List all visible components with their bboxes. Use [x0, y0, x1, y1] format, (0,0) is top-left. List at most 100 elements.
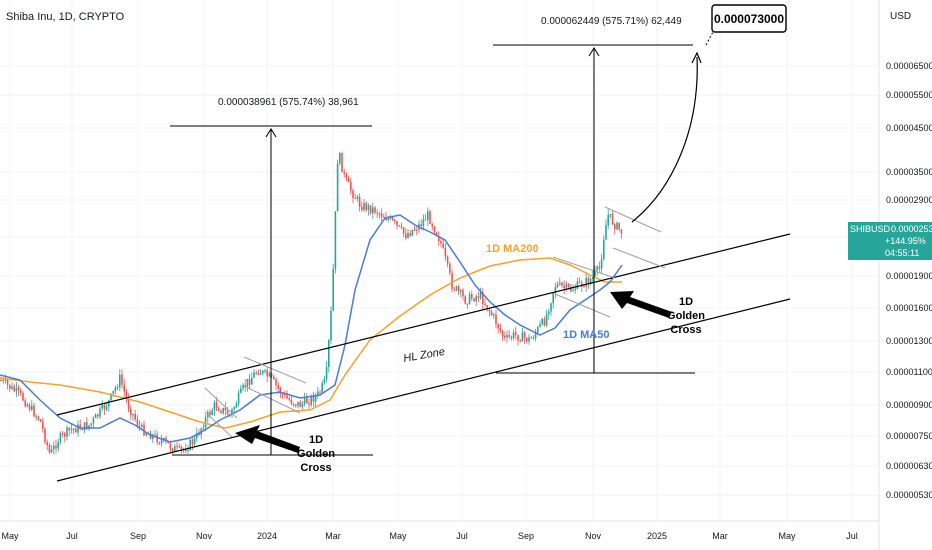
- measure-tools[interactable]: [170, 44, 695, 456]
- candle-body: [253, 372, 255, 378]
- candle-body: [119, 374, 121, 388]
- candle-body: [581, 282, 583, 287]
- candle-body: [510, 336, 513, 339]
- candle-body: [460, 290, 462, 292]
- candle-body: [372, 207, 374, 214]
- golden-cross-2-line-2: Golden: [667, 310, 705, 322]
- candle-body: [517, 334, 519, 341]
- candle-body: [486, 305, 488, 310]
- candle-body: [378, 213, 381, 215]
- candle-body: [411, 229, 414, 236]
- price-tick-label: 0.0000130000: [886, 336, 932, 346]
- candle-body: [35, 416, 37, 418]
- flag-3-bottom: [554, 293, 611, 318]
- candle-body: [167, 441, 169, 444]
- candle-body: [178, 446, 180, 448]
- time-axis[interactable]: May Jul Sep Nov 2024 Mar May Jul Sep Nov 2025 Mar Ma…: [1, 531, 857, 541]
- candle-body: [548, 311, 550, 315]
- candle-body: [134, 413, 136, 420]
- candle-body: [424, 219, 427, 221]
- candle-body: [545, 314, 548, 326]
- candle-body: [202, 427, 205, 429]
- measure-2-arrow-head: [588, 47, 600, 57]
- candle-body: [189, 439, 191, 451]
- candle-body: [231, 409, 233, 415]
- price-axis[interactable]: 0.0000650000 0.0000550000 0.0000450000 0.00…: [886, 61, 932, 500]
- price-tick-label: 0.0000290000: [886, 195, 932, 205]
- ma200-line: [0, 257, 622, 429]
- candle-body: [323, 378, 326, 384]
- golden-cross-1-arrow: [235, 425, 300, 453]
- candle-body: [6, 379, 9, 385]
- candle-body: [427, 211, 429, 221]
- channel-upper-line[interactable]: [56, 233, 791, 416]
- candle-body: [341, 152, 343, 173]
- candle-body: [429, 211, 431, 225]
- candle-body: [620, 229, 623, 234]
- time-tick-label: 2024: [257, 531, 277, 541]
- candle-body: [248, 378, 251, 385]
- candle-body: [350, 181, 352, 191]
- currency-label[interactable]: USD: [890, 11, 911, 22]
- candle-body: [176, 446, 178, 448]
- candle-body: [464, 296, 466, 304]
- candle-body: [554, 286, 557, 294]
- candle-body: [187, 450, 189, 452]
- candle-body: [453, 289, 455, 291]
- candle-body: [46, 442, 48, 446]
- price-tick-label: 0.0000063000: [886, 461, 932, 471]
- candle-body: [299, 401, 301, 408]
- candle-body: [336, 163, 339, 212]
- candle-body: [154, 434, 156, 436]
- candle-body: [279, 388, 282, 394]
- candle-body: [17, 387, 20, 391]
- candle-body: [308, 403, 310, 405]
- candle-body: [339, 152, 341, 164]
- candle-body: [141, 424, 143, 427]
- candle-body: [358, 196, 361, 207]
- candle-body: [116, 387, 119, 389]
- candle-body: [354, 197, 356, 199]
- flag-2-bottom: [243, 385, 301, 414]
- measure-2-label: 0.000062449 (575.71%) 62,449: [541, 16, 682, 27]
- candle-body: [264, 370, 266, 372]
- hl-zone-label: HL Zone: [402, 346, 445, 365]
- candle-body: [81, 429, 84, 431]
- candle-body: [352, 190, 354, 198]
- time-tick-label: 2025: [647, 531, 667, 541]
- candle-body: [244, 384, 246, 387]
- candle-body: [66, 427, 68, 437]
- candle-body: [532, 338, 535, 340]
- candle-body: [376, 212, 378, 214]
- target-box[interactable]: [711, 4, 787, 33]
- channel-lower-line[interactable]: [56, 298, 791, 482]
- candle-body: [565, 283, 568, 289]
- candle-body: [226, 410, 229, 415]
- candle-body: [83, 422, 86, 431]
- candle-body: [136, 419, 139, 426]
- time-tick-label: May: [778, 531, 796, 541]
- badge-price: 0.000025306: [891, 224, 932, 234]
- projection-arrow[interactable]: [631, 56, 698, 223]
- candle-body: [105, 406, 108, 410]
- candle-body: [563, 285, 565, 289]
- candle-body: [130, 409, 132, 416]
- candle-body: [567, 283, 570, 288]
- candle-body: [600, 259, 603, 269]
- candle-body: [180, 446, 183, 450]
- price-badge[interactable]: SHIBUSD 0.000025306 +144.95% 04:55:11: [848, 222, 932, 260]
- price-tick-label: 0.0000090000: [886, 400, 932, 410]
- candle-body: [504, 335, 506, 338]
- candle-body: [235, 403, 238, 408]
- candle-body: [539, 324, 541, 327]
- grid-lines: [0, 0, 879, 521]
- candle-body: [583, 286, 585, 288]
- measure-1-label: 0.000038961 (575.74%) 38,961: [218, 97, 359, 108]
- golden-cross-2-line-1: 1D: [679, 296, 693, 308]
- candle-body: [508, 334, 510, 337]
- time-tick-label: Jul: [846, 531, 858, 541]
- candle-body: [526, 337, 528, 342]
- candle-body: [68, 427, 70, 431]
